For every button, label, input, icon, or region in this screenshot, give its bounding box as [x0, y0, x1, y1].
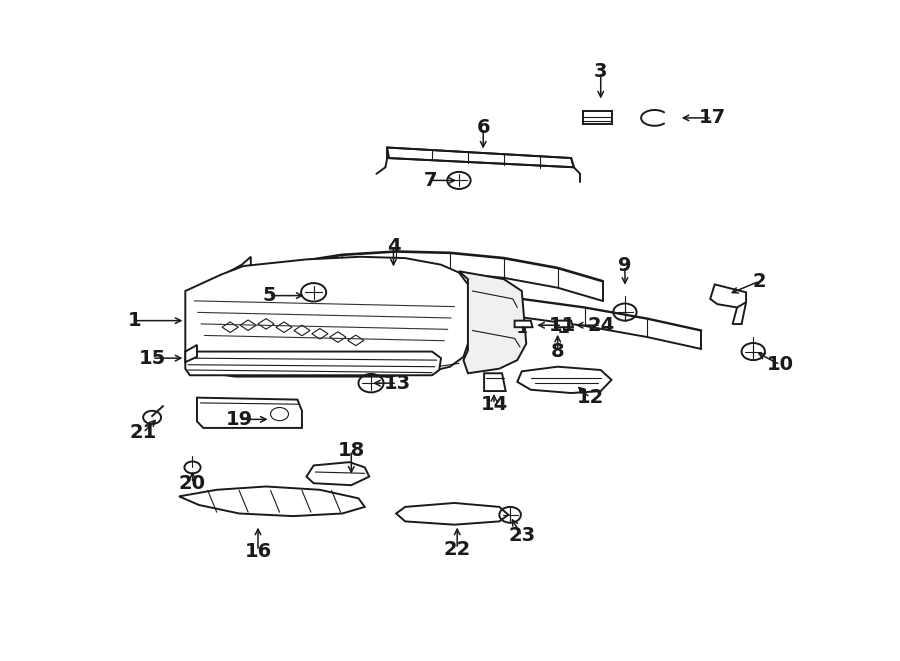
Text: 11: 11	[548, 316, 576, 334]
Polygon shape	[515, 321, 533, 327]
Text: 10: 10	[767, 355, 794, 374]
Polygon shape	[555, 321, 573, 327]
Polygon shape	[710, 284, 746, 307]
Text: 3: 3	[594, 62, 608, 81]
Polygon shape	[583, 111, 611, 124]
Text: 23: 23	[508, 526, 536, 545]
Polygon shape	[179, 486, 364, 516]
Polygon shape	[224, 256, 251, 276]
Text: 16: 16	[245, 541, 272, 561]
Text: 7: 7	[424, 171, 437, 190]
Polygon shape	[518, 367, 611, 393]
Polygon shape	[185, 345, 197, 362]
Polygon shape	[185, 256, 468, 377]
Text: 17: 17	[698, 108, 725, 128]
Text: 8: 8	[551, 342, 564, 361]
Polygon shape	[484, 373, 506, 391]
Text: 13: 13	[383, 373, 410, 393]
Text: 9: 9	[618, 256, 632, 276]
Text: 5: 5	[262, 286, 275, 305]
Text: 18: 18	[338, 441, 364, 460]
Polygon shape	[387, 147, 574, 167]
Text: 1: 1	[128, 311, 141, 330]
Text: 2: 2	[752, 272, 767, 291]
Polygon shape	[396, 503, 508, 525]
Text: 21: 21	[130, 423, 157, 442]
Polygon shape	[185, 352, 441, 375]
Text: 22: 22	[444, 539, 471, 559]
Text: 4: 4	[387, 237, 400, 256]
Text: 19: 19	[226, 410, 253, 429]
Text: 12: 12	[576, 388, 604, 407]
Polygon shape	[459, 271, 526, 373]
Text: 20: 20	[179, 474, 206, 492]
Polygon shape	[306, 462, 369, 485]
Text: 14: 14	[481, 395, 508, 414]
Polygon shape	[197, 398, 302, 428]
Text: 15: 15	[139, 348, 166, 368]
Text: 24: 24	[587, 316, 615, 334]
Text: 6: 6	[476, 118, 490, 137]
